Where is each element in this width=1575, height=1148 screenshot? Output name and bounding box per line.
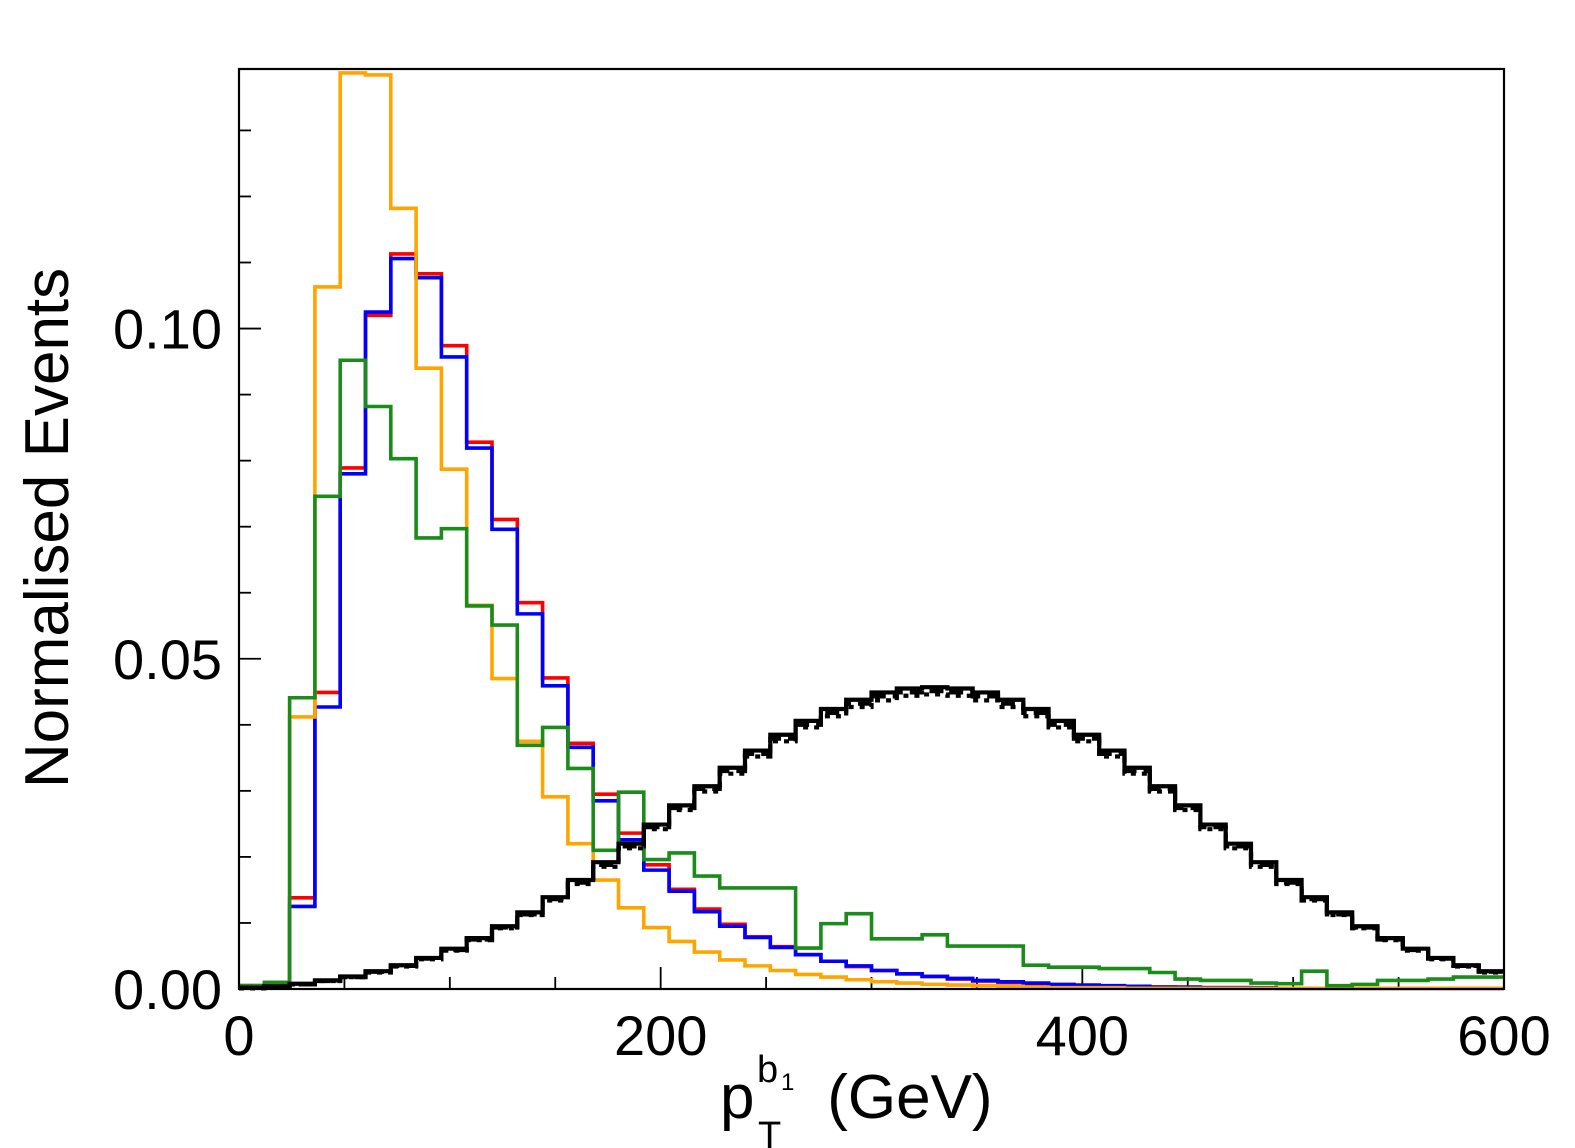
y-axis-title: Normalised Events (13, 268, 82, 788)
x-axis-title: p T b 1 (GeV) (720, 1049, 993, 1148)
y-tick-label: 0.00 (113, 958, 222, 1021)
x-tick-label: 400 (1036, 1004, 1129, 1067)
x-axis-title-superscript: b (757, 1049, 778, 1091)
series-group (239, 71, 1504, 991)
x-axis-title-subscript: T (758, 1115, 781, 1148)
series-black-dotted (239, 692, 1504, 991)
x-axis-title-base: p (720, 1063, 754, 1132)
tick-labels: 0 200 400 600 0.00 0.05 0.10 (113, 298, 1551, 1067)
x-tick-label: 200 (614, 1004, 707, 1067)
x-tick-label: 600 (1457, 1004, 1550, 1067)
series-green (239, 358, 1504, 988)
x-tick-label: 0 (223, 1004, 254, 1067)
y-tick-label: 0.10 (113, 298, 222, 361)
x-axis-title-superscript-index: 1 (781, 1069, 794, 1096)
y-tick-label: 0.05 (113, 628, 222, 691)
plot-frame (237, 67, 1506, 991)
x-axis-title-unit: (GeV) (810, 1063, 993, 1132)
